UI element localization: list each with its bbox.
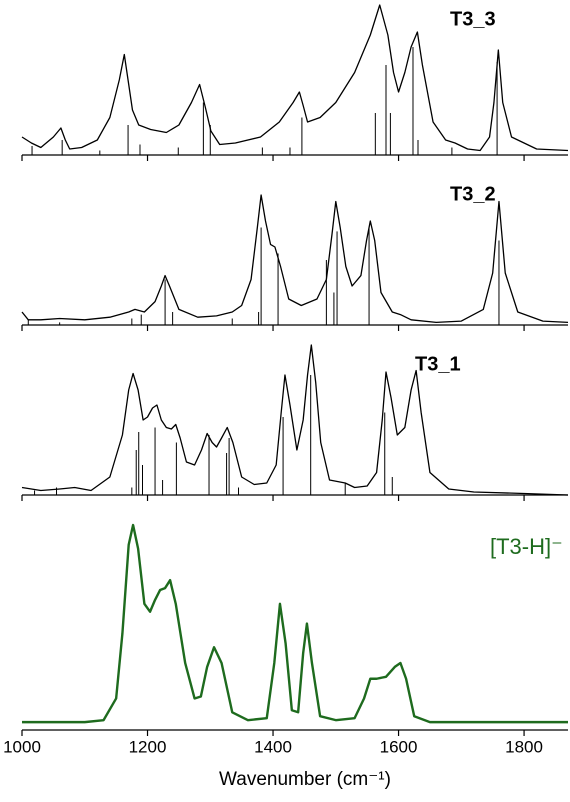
x-tick-label: 1800 <box>505 737 543 756</box>
x-axis-label: Wavenumber (cm⁻¹) <box>219 769 391 790</box>
spectrum-line <box>22 523 568 724</box>
panel-title: T3_1 <box>415 353 461 375</box>
x-tick-label: 1600 <box>380 737 418 756</box>
x-tick-label: 1200 <box>129 737 167 756</box>
spectrum-line <box>21 344 569 496</box>
x-tick-label: 1400 <box>254 737 292 756</box>
panel-title: T3_2 <box>450 183 496 205</box>
x-tick-label: 1000 <box>3 737 41 756</box>
panel-title: [T3-H]⁻ <box>490 534 563 559</box>
spectrum-line <box>21 4 569 152</box>
spectrum-line <box>21 194 569 324</box>
panel-title: T3_3 <box>450 8 496 30</box>
